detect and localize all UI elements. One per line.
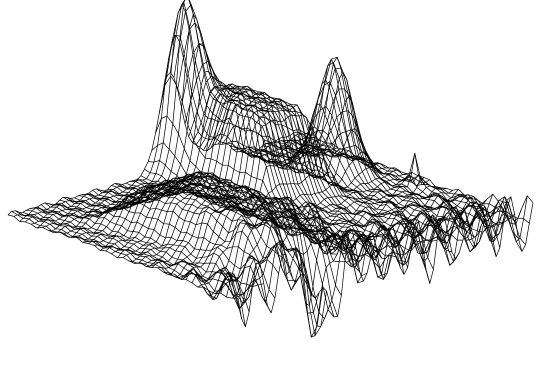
mesh-line-column	[148, 160, 379, 268]
mesh-line-column	[166, 1, 397, 258]
mesh-line-column	[206, 85, 438, 243]
mesh-line-column	[122, 176, 353, 252]
mesh-line-column	[48, 203, 279, 274]
mesh-line-column	[40, 204, 272, 314]
mesh-line-column	[137, 179, 368, 277]
mesh-line-column	[96, 173, 327, 337]
mesh-line-column	[299, 133, 530, 224]
wireframe-mesh	[7, 0, 534, 338]
mesh-line-column	[173, 4, 405, 275]
mesh-line-column	[295, 134, 526, 245]
mesh-line-column	[258, 62, 490, 233]
mesh-line-column	[284, 139, 515, 226]
mesh-line-column	[199, 84, 431, 284]
mesh-line-column	[144, 169, 375, 268]
mesh-line-column	[78, 180, 309, 285]
mesh-line-column	[140, 175, 371, 259]
mesh-line-column	[195, 86, 427, 271]
mesh-line-column	[273, 110, 504, 227]
mesh-line-column	[302, 134, 534, 225]
mesh-line-column	[232, 148, 463, 241]
mesh-line-column	[169, 0, 401, 268]
mesh-line-column	[15, 210, 246, 327]
mesh-line-column	[59, 185, 290, 269]
mesh-line-column	[70, 183, 301, 283]
mesh-line-column	[7, 214, 238, 299]
mesh-line-column	[225, 141, 456, 266]
mesh-line-column	[155, 115, 386, 269]
mesh-line-column	[291, 138, 523, 252]
mesh-line-column	[276, 129, 508, 242]
mesh-line-column	[221, 125, 452, 253]
mesh-line-column	[85, 180, 316, 299]
mesh-line-column	[26, 209, 257, 310]
mesh-line-column	[11, 211, 243, 320]
mesh-line-column	[247, 129, 478, 241]
mesh-line-row	[111, 151, 407, 255]
mesh-line-column	[33, 207, 264, 288]
mesh-line-column	[243, 147, 475, 238]
mesh-line-column	[177, 22, 408, 268]
mesh-line-column	[266, 67, 497, 257]
mesh-line-column	[30, 207, 261, 304]
mesh-line-column	[92, 176, 324, 338]
mesh-line-column	[158, 75, 390, 280]
mesh-line-column	[44, 202, 276, 299]
mesh-line-column	[37, 206, 268, 307]
mesh-line-column	[251, 106, 482, 253]
mesh-line-column	[18, 211, 250, 313]
mesh-line-column	[210, 88, 442, 255]
mesh-line-column	[192, 85, 423, 252]
